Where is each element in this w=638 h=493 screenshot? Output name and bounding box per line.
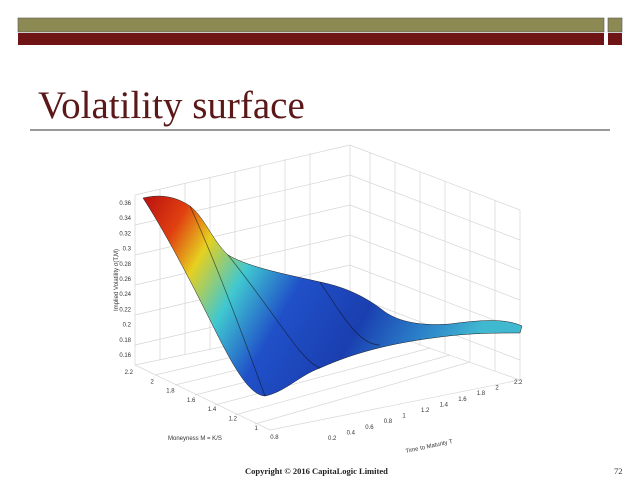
y-tick-label: 0.2 xyxy=(328,436,337,442)
y-tick-label: 0.4 xyxy=(347,430,356,436)
y-tick-label: 1.4 xyxy=(440,402,449,408)
header-bar xyxy=(18,33,604,45)
z-tick-label: 0.3 xyxy=(123,247,132,253)
page-number: 72 xyxy=(614,466,623,476)
x-axis-label: Moneyness M = K/S xyxy=(168,436,222,442)
x-tick-label: 2.2 xyxy=(125,370,134,376)
z-tick-label: 0.28 xyxy=(119,262,131,268)
z-tick-label: 0.24 xyxy=(119,292,131,298)
x-tick-label: 1.4 xyxy=(208,407,217,413)
x-tick-label: 1.6 xyxy=(187,398,196,404)
z-tick-label: 0.32 xyxy=(119,231,131,237)
x-tick-label: 1.2 xyxy=(229,417,238,423)
y-tick-label: 1.6 xyxy=(458,397,467,403)
x-tick-label: 1 xyxy=(254,426,258,432)
z-tick-label: 0.2 xyxy=(123,323,132,329)
header-bar xyxy=(17,17,605,33)
volatility-surface xyxy=(142,195,523,397)
z-tick-label: 0.16 xyxy=(119,353,131,359)
y-tick-label: 2 xyxy=(495,386,499,392)
z-tick-label: 0.18 xyxy=(119,338,131,344)
y-axis-label: Time to Maturity T xyxy=(405,439,454,455)
y-tick-label: 0.6 xyxy=(365,425,374,431)
x-tick-label: 0.8 xyxy=(270,435,279,441)
z-tick-label: 0.34 xyxy=(119,216,131,222)
y-tick-label: 1.2 xyxy=(421,408,430,414)
z-tick-label: 0.36 xyxy=(119,201,131,207)
y-tick-label: 1 xyxy=(402,414,406,420)
header-square xyxy=(608,33,622,45)
copyright: Copyright © 2016 CapitaLogic Limited xyxy=(245,466,388,476)
x-tick-label: 2 xyxy=(150,379,154,385)
x-tick-label: 1.8 xyxy=(166,389,175,395)
y-tick-label: 0.8 xyxy=(384,419,393,425)
header-square xyxy=(607,17,623,33)
z-axis-label: Implied Volatility σ(T,M) xyxy=(114,249,120,311)
slide-title: Volatility surface xyxy=(38,84,305,127)
y-tick-label: 2.2 xyxy=(514,380,523,386)
z-tick-label: 0.22 xyxy=(119,307,131,313)
y-tick-label: 1.8 xyxy=(477,391,486,397)
z-tick-label: 0.26 xyxy=(119,277,131,283)
